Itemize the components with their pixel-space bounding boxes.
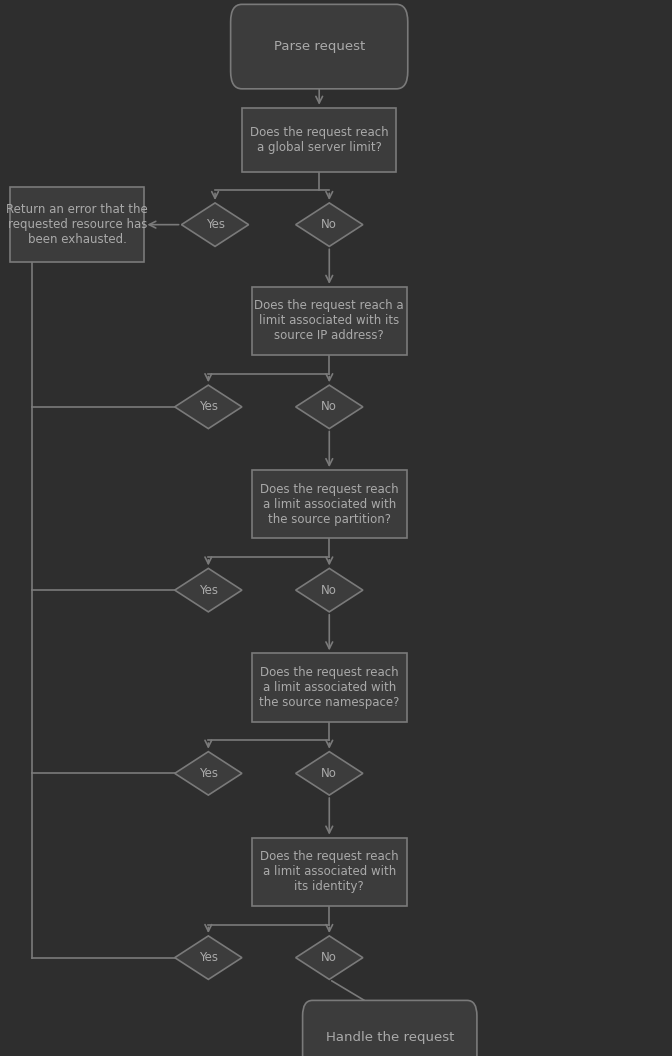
Text: No: No [321,767,337,780]
Text: No: No [321,219,337,231]
Text: Yes: Yes [199,951,218,964]
Text: Does the request reach
a limit associated with
the source partition?: Does the request reach a limit associate… [260,483,398,526]
Polygon shape [181,203,249,246]
Polygon shape [175,385,242,429]
Text: Yes: Yes [199,584,218,597]
Text: Return an error that the
requested resource has
been exhausted.: Return an error that the requested resou… [7,203,148,246]
Polygon shape [175,568,242,611]
Text: Handle the request: Handle the request [325,1031,454,1044]
FancyBboxPatch shape [230,4,408,89]
Text: Does the request reach
a limit associated with
the source namespace?: Does the request reach a limit associate… [259,666,399,709]
FancyBboxPatch shape [252,287,407,355]
Text: No: No [321,584,337,597]
Text: Does the request reach a
limit associated with its
source IP address?: Does the request reach a limit associate… [255,300,404,342]
Text: Yes: Yes [199,767,218,780]
FancyBboxPatch shape [10,187,144,262]
Text: Yes: Yes [199,400,218,413]
FancyBboxPatch shape [252,470,407,539]
Polygon shape [175,936,242,979]
FancyBboxPatch shape [242,108,396,172]
Text: Parse request: Parse request [274,40,365,53]
Polygon shape [296,203,363,246]
Polygon shape [296,752,363,795]
Text: Does the request reach
a limit associated with
its identity?: Does the request reach a limit associate… [260,850,398,893]
Polygon shape [296,936,363,979]
FancyBboxPatch shape [252,654,407,721]
Polygon shape [175,752,242,795]
Text: Does the request reach
a global server limit?: Does the request reach a global server l… [250,126,388,154]
FancyBboxPatch shape [252,837,407,906]
Text: No: No [321,400,337,413]
Polygon shape [296,385,363,429]
FancyBboxPatch shape [302,1000,477,1056]
Text: No: No [321,951,337,964]
Polygon shape [296,568,363,611]
Text: Yes: Yes [206,219,224,231]
